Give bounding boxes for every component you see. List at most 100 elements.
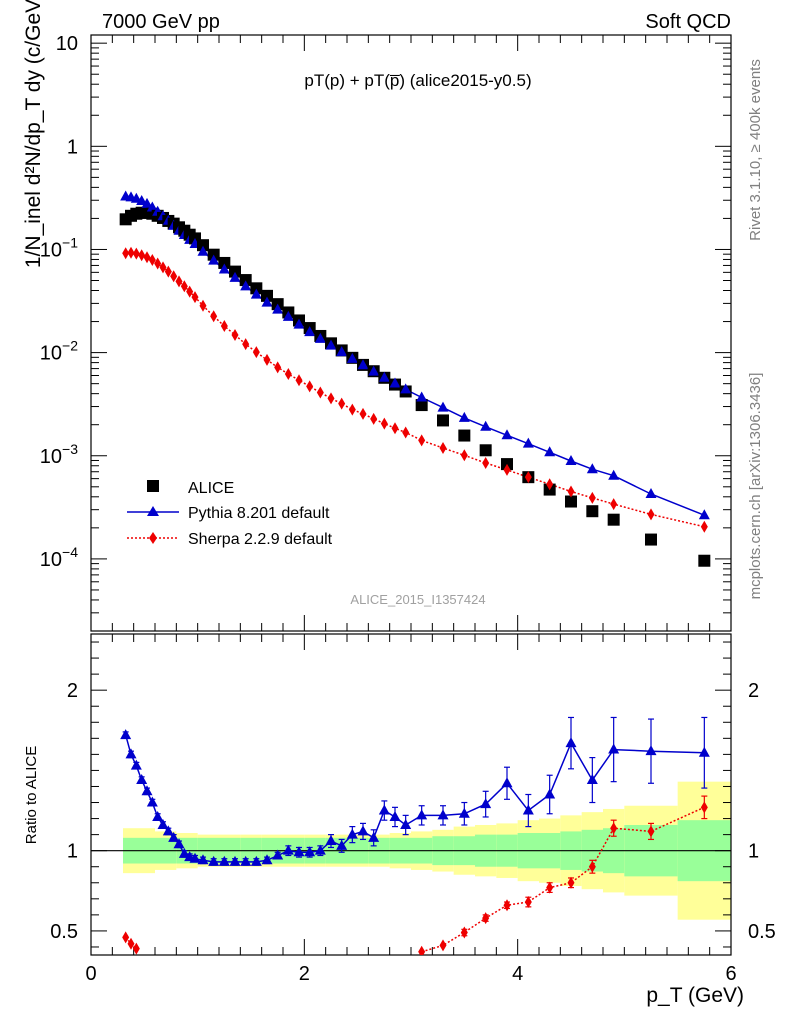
pythia-ratio-point (218, 855, 230, 866)
pythia-ratio-point (336, 839, 348, 850)
pythia-point (416, 391, 428, 402)
sherpa-point (567, 485, 575, 498)
sherpa-point (306, 380, 314, 393)
alice-point (607, 513, 620, 526)
header-category-label: Soft QCD (645, 11, 731, 33)
pythia-point (250, 288, 262, 299)
pythia-ratio-point (197, 854, 209, 865)
sherpa-ratio-point (132, 942, 140, 955)
pythia-point (698, 509, 710, 520)
pythia-ratio-point (304, 846, 316, 857)
sherpa-point (359, 407, 367, 420)
sherpa-point (170, 270, 178, 283)
analysis-watermark: ALICE_2015_I1357424 (350, 592, 485, 607)
pythia-ratio-point (480, 798, 492, 809)
sherpa-point (175, 275, 183, 288)
axis-ticks (90, 35, 732, 955)
pythia-point (146, 201, 158, 212)
ratio-y-tick-label-left: 0.5 (50, 921, 78, 943)
sherpa-point (338, 397, 346, 410)
main-y-axis-label: 1/N_inel d²N/dp_T dy (c/GeV) (22, 0, 45, 268)
pythia-ratio-point (522, 804, 534, 815)
ratio-points-group (120, 716, 710, 955)
rivet-label: Rivet 3.1.10, ≥ 400k events (747, 59, 764, 241)
pythia-ratio-point (141, 785, 153, 796)
y-tick-label: 10 (56, 33, 78, 55)
pythia-point (325, 339, 337, 350)
sherpa-ratio-point (610, 822, 618, 835)
sherpa-ratio-line (421, 806, 705, 953)
pythia-ratio-point (146, 796, 158, 807)
sherpa-ratio-point (482, 912, 490, 925)
alice-point (565, 495, 577, 508)
ratio-y-tick-label-right: 0.5 (748, 921, 776, 943)
sherpa-ratio-point (122, 931, 130, 944)
sherpa-point (148, 254, 156, 267)
pythia-ratio-point (314, 844, 326, 855)
pythia-ratio-point (698, 746, 710, 757)
pythia-ratio-point (136, 774, 148, 785)
sherpa-point (263, 353, 271, 366)
sherpa-point (380, 417, 388, 430)
sherpa-point (503, 463, 511, 476)
pythia-ratio-point (240, 855, 252, 866)
sherpa-point (647, 508, 655, 521)
sherpa-point (348, 403, 356, 416)
sherpa-ratio-point (567, 876, 575, 889)
sherpa-point (700, 520, 708, 533)
pythia-point (389, 377, 401, 388)
y-tick-label: 10−4 (40, 544, 78, 571)
pythia-point (501, 429, 513, 440)
pythia-ratio-point (189, 852, 201, 863)
sherpa-ratio-point (588, 860, 596, 873)
pythia-ratio-point (173, 838, 185, 849)
pythia-ratio-point (378, 804, 390, 815)
sherpa-point (180, 280, 188, 293)
alice-point (645, 533, 657, 546)
pythia-ratio-point (389, 810, 401, 821)
pythia-ratio-point (458, 807, 470, 818)
sherpa-ratio-point (546, 881, 554, 894)
pythia-point (208, 254, 220, 265)
sherpa-point (122, 247, 130, 260)
mcplots-label: mcplots.cern.ch [arXiv:1306.3436] (747, 373, 764, 600)
sherpa-main-line (125, 251, 705, 528)
sherpa-point (370, 412, 378, 425)
alice-point (239, 274, 252, 287)
pythia-ratio-point (168, 831, 180, 842)
sherpa-point (186, 285, 194, 298)
pythia-ratio-point (250, 855, 262, 866)
pythia-ratio-point (282, 844, 294, 855)
sherpa-point (284, 368, 292, 381)
y-tick-label: 1 (67, 136, 78, 158)
sherpa-ratio-point (647, 825, 655, 838)
sherpa-point (127, 246, 135, 259)
alice-point (479, 444, 492, 457)
data-points (119, 190, 711, 955)
pythia-ratio-point (357, 825, 369, 836)
ratio-y-tick-label-left: 1 (67, 841, 78, 863)
ratio-y-tick-label-right: 2 (748, 680, 759, 702)
sherpa-point (524, 471, 532, 484)
sherpa-point (418, 434, 426, 447)
sherpa-point (327, 392, 335, 405)
x-tick-label: 0 (85, 963, 96, 985)
pythia-ratio-point (157, 818, 169, 829)
sherpa-point (295, 374, 303, 387)
legend-pythia-label: Pythia 8.201 default (188, 505, 330, 522)
sherpa-point (391, 422, 399, 435)
pythia-point (565, 454, 577, 465)
sherpa-point (274, 361, 282, 374)
y-tick-label: 10−3 (40, 441, 78, 468)
pythia-ratio-point (261, 854, 273, 865)
legend: ALICE Pythia 8.201 default Sherpa 2.2.9 … (127, 480, 333, 548)
pythia-point (458, 411, 470, 422)
pythia-ratio-point (416, 809, 428, 820)
alice-point (250, 282, 263, 295)
header-energy-label: 7000 GeV pp (102, 11, 220, 33)
pythia-point (314, 332, 326, 343)
pythia-ratio-point (162, 825, 174, 836)
sherpa-point (460, 449, 468, 462)
pythia-ratio-point (325, 835, 337, 846)
